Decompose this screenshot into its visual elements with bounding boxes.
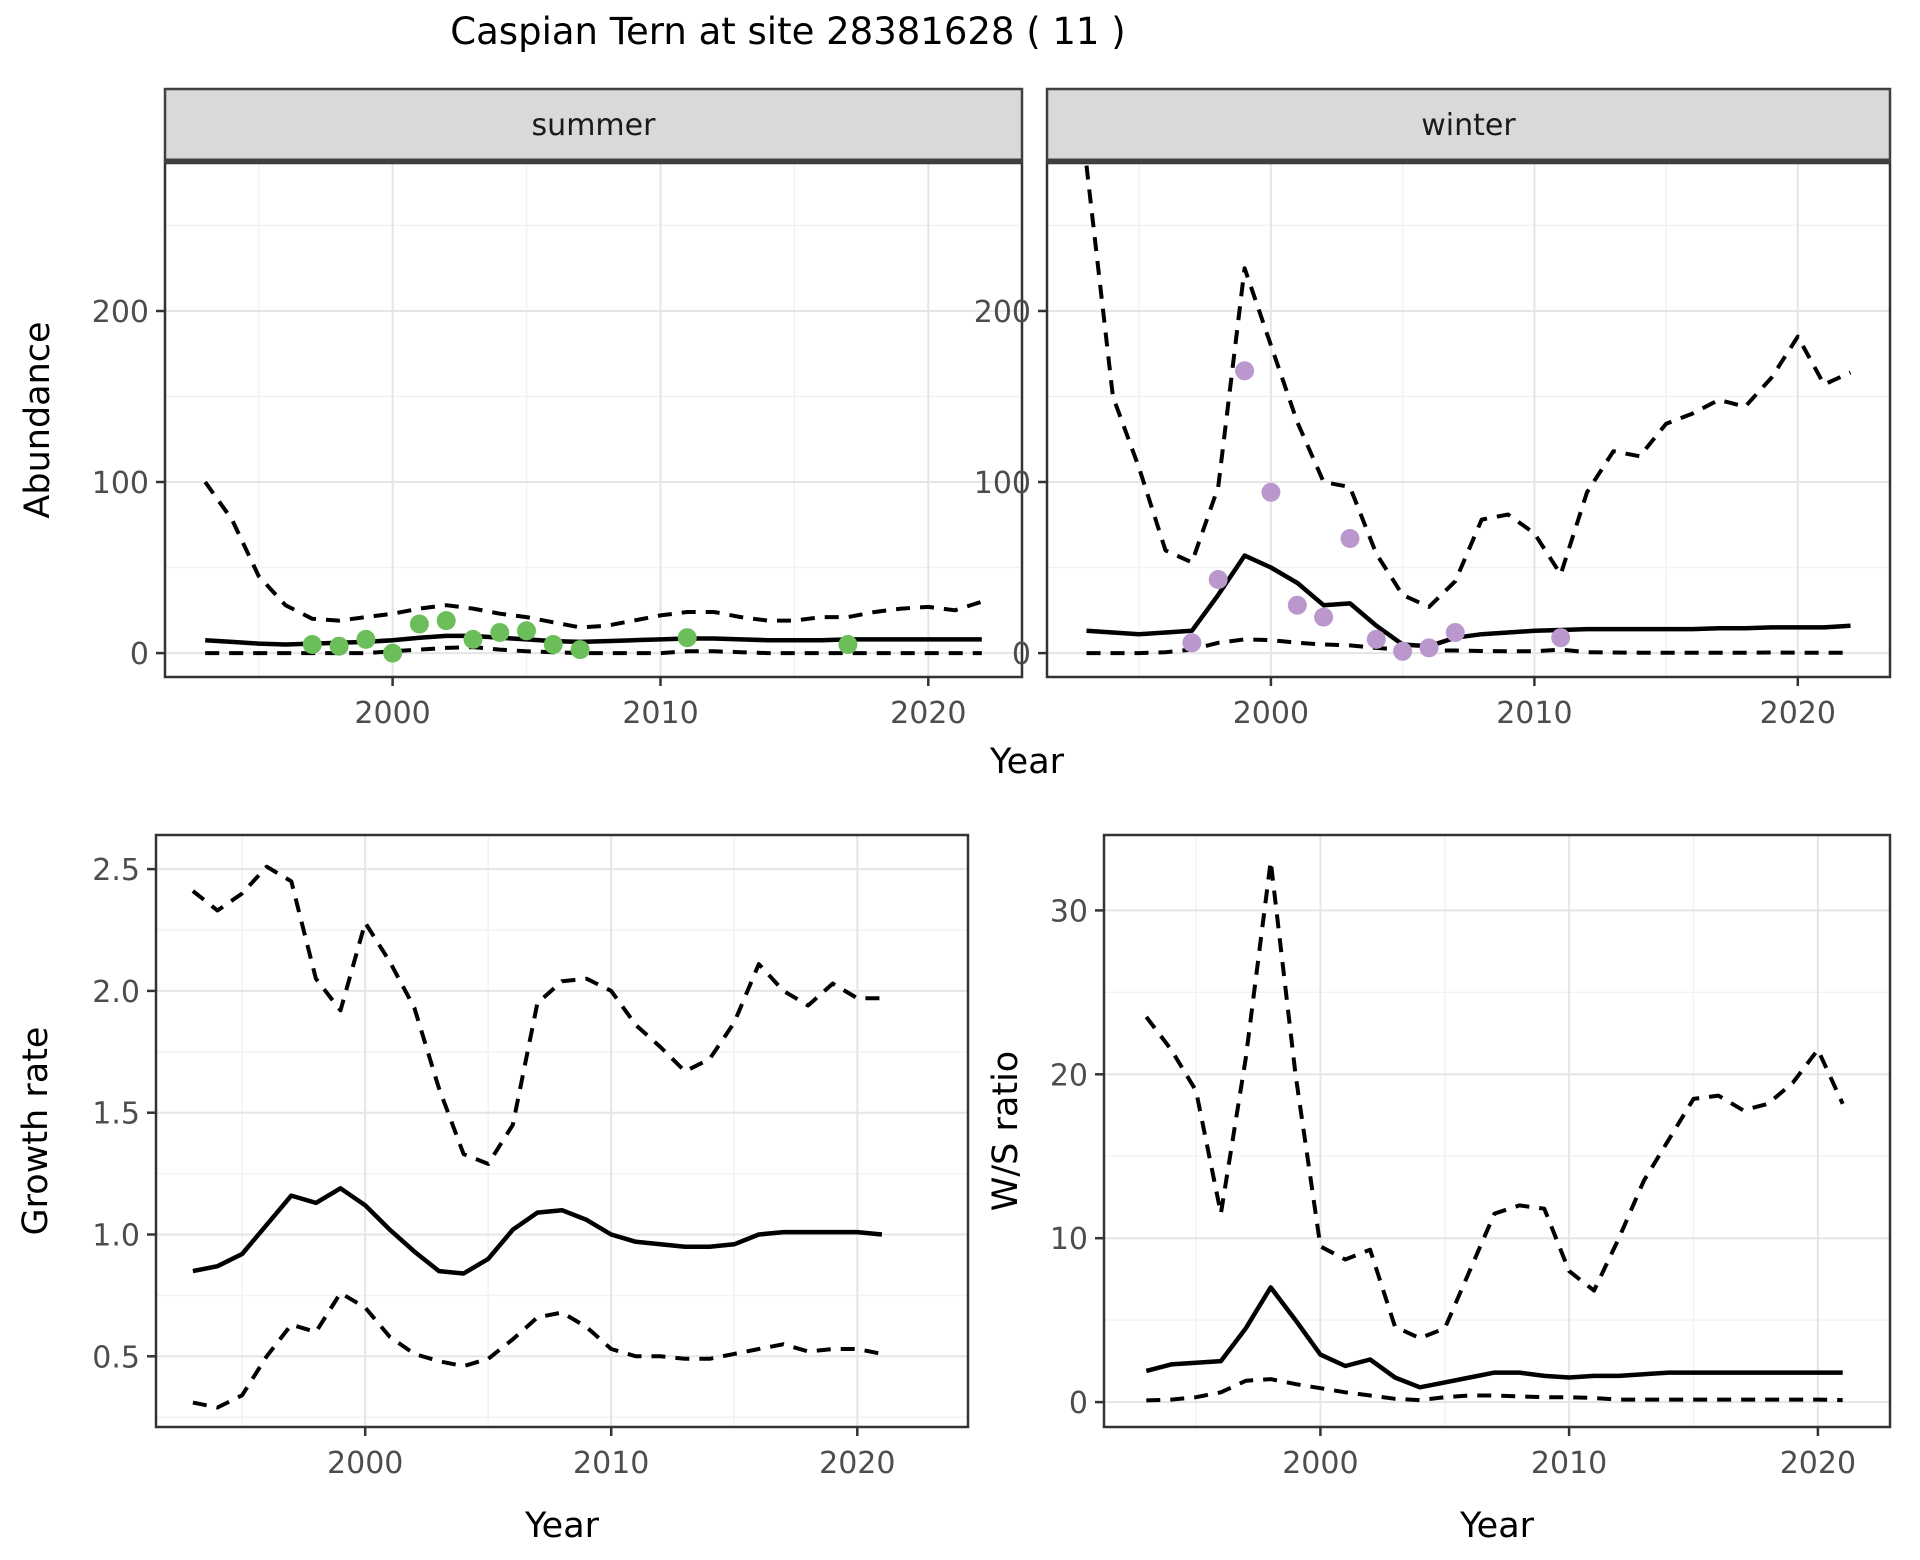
abundance-summer-observed-point [838, 635, 858, 654]
y-tick-label: 0 [1012, 637, 1031, 672]
abundance-summer-observed-point [543, 635, 563, 654]
y-tick-label: 200 [92, 295, 149, 330]
y-tick-label: 0.5 [92, 1340, 140, 1375]
abundance-winter-observed-point [1314, 607, 1334, 627]
facet-strip-winter: winter [1421, 107, 1516, 143]
y-tick-label: 1.0 [92, 1219, 140, 1254]
y-tick-label: 200 [974, 295, 1031, 330]
abundance-winter-observed-point [1208, 570, 1228, 589]
x-axis-title-ws: Year [1459, 1506, 1535, 1546]
page-title: Caspian Tern at site 28381628 ( 11 ) [450, 10, 1126, 53]
x-tick-label: 2020 [819, 1446, 895, 1481]
y-tick-label: 100 [92, 466, 149, 501]
x-tick-label: 2000 [327, 1446, 403, 1481]
y-tick-label: 2.5 [92, 853, 140, 888]
ws-ratio-lower-95-line [1146, 1377, 1843, 1403]
x-tick-label: 2010 [573, 1446, 649, 1481]
abundance-winter-observed-point [1551, 628, 1571, 648]
abundance-winter-observed-point [1287, 595, 1307, 615]
abundance-winter-observed-point [1366, 629, 1386, 649]
y-tick-label: 10 [1050, 1222, 1088, 1257]
abundance-summer-upper-95-line [203, 480, 983, 630]
abundance-winter-observed-point [1235, 361, 1255, 381]
abundance-winter-observed-point [1340, 529, 1360, 548]
abundance-summer-observed-point [329, 636, 349, 656]
abundance-summer-observed-point [302, 635, 322, 654]
panel-background [1104, 835, 1890, 1427]
abundance-summer-observed-point [409, 614, 429, 634]
y-tick-label: 1.5 [92, 1097, 140, 1132]
abundance-summer-observed-point [677, 628, 697, 648]
panel-abundance-winter: 2000 2010 2020 0 100 200 [974, 87, 1892, 731]
x-tick-label: 2000 [1282, 1446, 1358, 1481]
abundance-winter-observed-point [1445, 623, 1465, 642]
abundance-summer-observed-point [570, 640, 590, 660]
growth-rate-lower-95-line [192, 1291, 883, 1410]
growth-rate-upper-95-line [191, 864, 882, 1166]
abundance-winter-observed-point [1419, 638, 1439, 658]
y-tick-label: 100 [974, 466, 1031, 501]
growth-rate-median-line [192, 1186, 883, 1276]
y-axis-title-ws-ratio: W/S ratio [986, 1050, 1026, 1212]
abundance-summer-observed-point [436, 611, 456, 631]
y-axis-title-growth-rate: Growth rate [16, 1026, 56, 1236]
abundance-summer-observed-point [463, 629, 483, 649]
x-tick-label: 2000 [354, 696, 430, 731]
y-tick-label: 30 [1050, 894, 1088, 929]
x-axis-title-top: Year [989, 742, 1065, 782]
panel-background [156, 835, 968, 1427]
abundance-winter-observed-point [1261, 482, 1281, 502]
abundance-winter-observed-point [1393, 641, 1413, 661]
panel-growth-rate: 2000 2010 2020 0.5 1.0 1.5 2.0 2.5 [92, 833, 970, 1481]
y-tick-label: 0 [130, 637, 149, 672]
abundance-winter-lower-95-line [1086, 637, 1851, 656]
x-tick-label: 2020 [1760, 696, 1836, 731]
x-tick-label: 2020 [890, 696, 966, 731]
x-tick-label: 2010 [622, 696, 698, 731]
panel-ws-ratio: 2000 2010 2020 0 10 20 30 [1050, 833, 1892, 1481]
panel-background [1047, 163, 1890, 677]
x-tick-label: 2010 [1531, 1446, 1607, 1481]
ws-ratio-median-line [1145, 1285, 1843, 1390]
panel-border [1102, 833, 1892, 1429]
abundance-summer-observed-point [517, 621, 536, 641]
abundance-winter-upper-95-line [1084, 165, 1852, 609]
ws-ratio-upper-95-line [1144, 859, 1845, 1341]
panel-abundance-summer: 2000 2010 2020 0 100 200 [92, 87, 1024, 731]
abundance-summer-observed-point [383, 643, 403, 663]
panel-border [154, 833, 970, 1429]
y-tick-label: 2.0 [92, 975, 140, 1010]
y-axis-title-abundance: Abundance [18, 321, 58, 519]
x-axis-title-growth: Year [524, 1506, 600, 1546]
abundance-summer-observed-point [490, 623, 510, 642]
panel-background [165, 163, 1022, 677]
abundance-summer-observed-point [356, 629, 376, 649]
x-tick-label: 2020 [1780, 1446, 1856, 1481]
y-tick-label: 0 [1069, 1386, 1088, 1421]
x-tick-label: 2010 [1496, 696, 1572, 731]
abundance-winter-observed-point [1182, 633, 1202, 653]
facet-strip-summer: summer [531, 107, 656, 143]
y-tick-label: 20 [1050, 1058, 1088, 1093]
x-tick-label: 2000 [1233, 696, 1309, 731]
abundance-winter-median-line [1086, 553, 1851, 649]
